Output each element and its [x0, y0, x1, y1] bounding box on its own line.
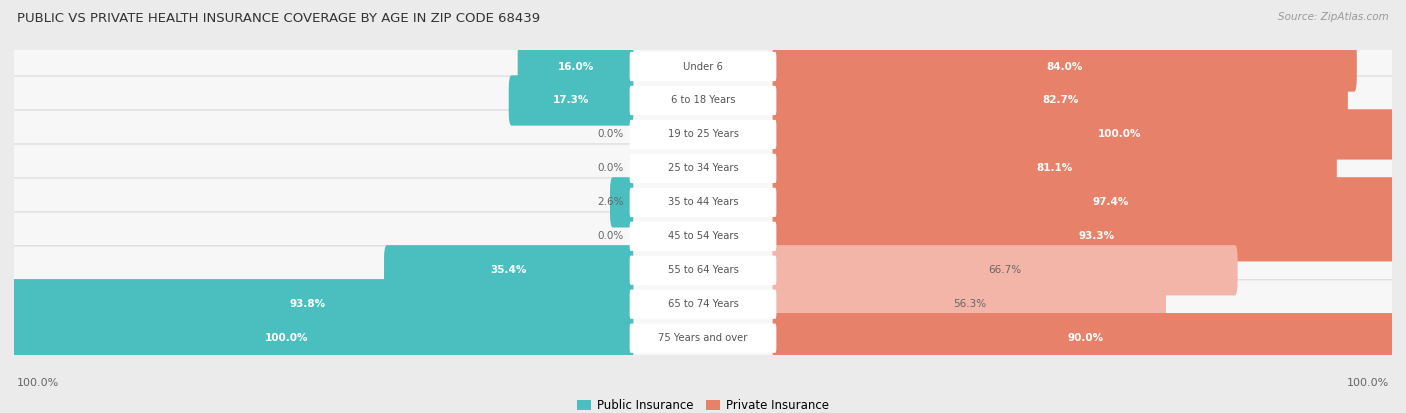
Text: 0.0%: 0.0% [598, 231, 624, 241]
Text: 100.0%: 100.0% [17, 378, 59, 388]
Text: 82.7%: 82.7% [1042, 95, 1078, 105]
Text: 55 to 64 Years: 55 to 64 Years [668, 265, 738, 275]
Text: Under 6: Under 6 [683, 62, 723, 71]
FancyBboxPatch shape [772, 177, 1406, 228]
Text: 93.8%: 93.8% [290, 299, 326, 309]
FancyBboxPatch shape [0, 313, 634, 363]
FancyBboxPatch shape [13, 314, 1393, 363]
Text: 2.6%: 2.6% [598, 197, 624, 207]
Text: 97.4%: 97.4% [1092, 197, 1129, 207]
FancyBboxPatch shape [772, 109, 1406, 159]
Text: 45 to 54 Years: 45 to 54 Years [668, 231, 738, 241]
FancyBboxPatch shape [13, 246, 1393, 295]
FancyBboxPatch shape [630, 188, 776, 217]
Text: 100.0%: 100.0% [1347, 378, 1389, 388]
FancyBboxPatch shape [13, 110, 1393, 159]
Text: 100.0%: 100.0% [264, 333, 308, 343]
Text: 56.3%: 56.3% [953, 299, 986, 309]
FancyBboxPatch shape [610, 177, 634, 228]
Legend: Public Insurance, Private Insurance: Public Insurance, Private Insurance [572, 394, 834, 413]
Text: 84.0%: 84.0% [1046, 62, 1083, 71]
Text: 81.1%: 81.1% [1036, 164, 1073, 173]
FancyBboxPatch shape [630, 324, 776, 353]
FancyBboxPatch shape [630, 222, 776, 251]
Text: Source: ZipAtlas.com: Source: ZipAtlas.com [1278, 12, 1389, 22]
FancyBboxPatch shape [630, 86, 776, 115]
FancyBboxPatch shape [13, 212, 1393, 261]
FancyBboxPatch shape [13, 280, 1393, 329]
FancyBboxPatch shape [0, 279, 634, 330]
Text: 35 to 44 Years: 35 to 44 Years [668, 197, 738, 207]
FancyBboxPatch shape [772, 143, 1337, 194]
FancyBboxPatch shape [772, 313, 1398, 363]
Text: 19 to 25 Years: 19 to 25 Years [668, 129, 738, 140]
FancyBboxPatch shape [772, 245, 1237, 295]
FancyBboxPatch shape [630, 154, 776, 183]
Text: 6 to 18 Years: 6 to 18 Years [671, 95, 735, 105]
FancyBboxPatch shape [772, 211, 1406, 261]
Text: PUBLIC VS PRIVATE HEALTH INSURANCE COVERAGE BY AGE IN ZIP CODE 68439: PUBLIC VS PRIVATE HEALTH INSURANCE COVER… [17, 12, 540, 25]
Text: 0.0%: 0.0% [598, 164, 624, 173]
FancyBboxPatch shape [13, 76, 1393, 125]
FancyBboxPatch shape [13, 178, 1393, 227]
Text: 66.7%: 66.7% [988, 265, 1022, 275]
Text: 16.0%: 16.0% [557, 62, 593, 71]
FancyBboxPatch shape [630, 290, 776, 319]
FancyBboxPatch shape [772, 279, 1166, 330]
FancyBboxPatch shape [630, 52, 776, 81]
FancyBboxPatch shape [509, 75, 634, 126]
Text: 75 Years and over: 75 Years and over [658, 333, 748, 343]
FancyBboxPatch shape [384, 245, 634, 295]
Text: 17.3%: 17.3% [553, 95, 589, 105]
FancyBboxPatch shape [772, 75, 1348, 126]
Text: 90.0%: 90.0% [1067, 333, 1104, 343]
FancyBboxPatch shape [630, 120, 776, 149]
FancyBboxPatch shape [517, 41, 634, 92]
Text: 35.4%: 35.4% [491, 265, 527, 275]
FancyBboxPatch shape [772, 41, 1357, 92]
Text: 0.0%: 0.0% [598, 129, 624, 140]
Text: 93.3%: 93.3% [1078, 231, 1115, 241]
Text: 25 to 34 Years: 25 to 34 Years [668, 164, 738, 173]
FancyBboxPatch shape [13, 144, 1393, 193]
FancyBboxPatch shape [13, 42, 1393, 91]
FancyBboxPatch shape [630, 256, 776, 285]
Text: 65 to 74 Years: 65 to 74 Years [668, 299, 738, 309]
Text: 100.0%: 100.0% [1098, 129, 1142, 140]
